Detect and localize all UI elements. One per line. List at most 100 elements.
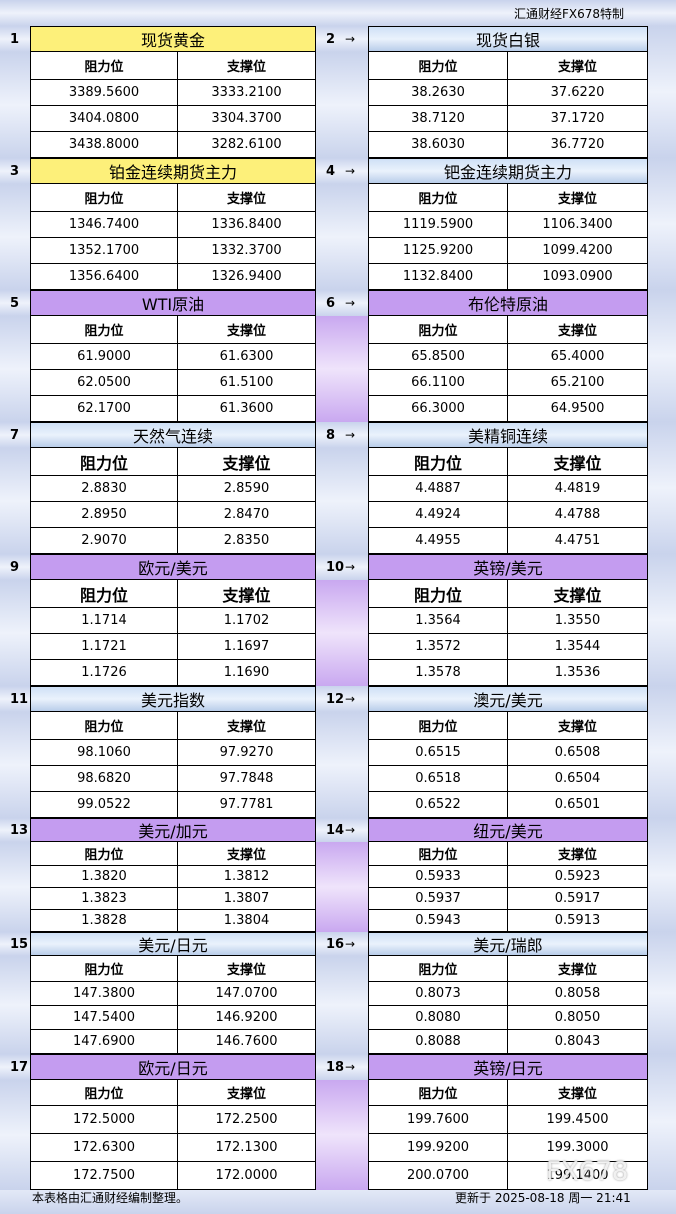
support-value: 4.4788 [508, 502, 648, 528]
panel-index: 12 [316, 686, 368, 712]
support-value: 1.3536 [508, 660, 648, 686]
resistance-value: 200.0700 [368, 1162, 508, 1190]
support-value: 0.5923 [508, 866, 648, 888]
middle-strip [316, 712, 368, 818]
panel-index: 15 [0, 932, 30, 956]
column-header: 阻力位 [30, 1080, 178, 1106]
support-value: 97.7781 [178, 792, 316, 818]
support-value: 4.4819 [508, 476, 648, 502]
support-value: 64.9500 [508, 396, 648, 422]
resistance-value: 1119.5900 [368, 212, 508, 238]
resistance-value: 2.8950 [30, 502, 178, 528]
resistance-value: 172.5000 [30, 1106, 178, 1134]
resistance-value: 199.9200 [368, 1134, 508, 1162]
panel-index: 17 [0, 1054, 30, 1080]
support-value: 1326.9400 [178, 264, 316, 290]
arrow: → [344, 823, 356, 837]
resistance-value: 2.9070 [30, 528, 178, 554]
panel-index: 3 [0, 158, 30, 184]
panel-title: 英镑/日元 [368, 1054, 648, 1080]
support-value: 0.6501 [508, 792, 648, 818]
column-header: 阻力位 [30, 956, 178, 982]
column-header: 阻力位 [368, 52, 508, 80]
middle-strip [316, 316, 368, 422]
resistance-value: 172.7500 [30, 1162, 178, 1190]
arrow: → [344, 296, 356, 310]
support-value: 199.3000 [508, 1134, 648, 1162]
support-value: 172.2500 [178, 1106, 316, 1134]
panel-index: 8 [316, 422, 368, 448]
middle-strip [316, 448, 368, 554]
resistance-value: 147.5400 [30, 1006, 178, 1030]
middle-strip [316, 184, 368, 290]
panel-index: 2 [316, 26, 368, 52]
support-value: 1106.3400 [508, 212, 648, 238]
panel-index: 1 [0, 26, 30, 52]
right-strip [648, 1054, 676, 1190]
panel-title: 现货黄金 [30, 26, 316, 52]
support-value: 61.3600 [178, 396, 316, 422]
column-header: 支撑位 [178, 448, 316, 476]
column-header: 阻力位 [368, 712, 508, 740]
resistance-value: 1132.8400 [368, 264, 508, 290]
column-header: 阻力位 [30, 184, 178, 212]
footer-updated: 更新于 2025-08-18 周一 21:41 [455, 1190, 631, 1205]
panel-title: 美精铜连续 [368, 422, 648, 448]
arrow: → [344, 428, 356, 442]
column-header: 支撑位 [508, 184, 648, 212]
right-strip [648, 290, 676, 422]
header-title: 汇通财经FX678特制 [0, 0, 676, 26]
column-header: 支撑位 [178, 712, 316, 740]
support-value: 61.6300 [178, 344, 316, 370]
panel-title: 美元/日元 [30, 932, 316, 956]
resistance-value: 1346.7400 [30, 212, 178, 238]
resistance-value: 1356.6400 [30, 264, 178, 290]
panel-title: 英镑/美元 [368, 554, 648, 580]
support-value: 0.6504 [508, 766, 648, 792]
resistance-value: 0.8080 [368, 1006, 508, 1030]
watermark: FX678 [546, 1157, 629, 1187]
resistance-value: 38.2630 [368, 80, 508, 106]
panel-title: 欧元/美元 [30, 554, 316, 580]
resistance-value: 38.6030 [368, 132, 508, 158]
resistance-value: 147.6900 [30, 1030, 178, 1054]
left-strip [0, 842, 30, 932]
panel-index: 16 [316, 932, 368, 956]
support-value: 1.3812 [178, 866, 316, 888]
footer-note: 本表格由汇通财经编制整理。 [32, 1190, 189, 1205]
panel-title: 现货白银 [368, 26, 648, 52]
panel-title: 欧元/日元 [30, 1054, 316, 1080]
support-value: 1.1690 [178, 660, 316, 686]
resistance-value: 1.1726 [30, 660, 178, 686]
resistance-value: 3389.5600 [30, 80, 178, 106]
left-strip [0, 580, 30, 686]
panel-title: 天然气连续 [30, 422, 316, 448]
support-value: 37.6220 [508, 80, 648, 106]
panel-index: 13 [0, 818, 30, 842]
resistance-value: 4.4924 [368, 502, 508, 528]
right-strip [648, 686, 676, 818]
panel-title: 美元/加元 [30, 818, 316, 842]
support-value: 199.1400 [508, 1162, 648, 1190]
support-value: 147.0700 [178, 982, 316, 1006]
support-value: 1.3550 [508, 608, 648, 634]
column-header: 支撑位 [178, 842, 316, 866]
column-header: 支撑位 [178, 956, 316, 982]
support-value: 2.8590 [178, 476, 316, 502]
resistance-value: 1.3828 [30, 910, 178, 932]
resistance-value: 62.1700 [30, 396, 178, 422]
panel-title: 纽元/美元 [368, 818, 648, 842]
support-value: 97.9270 [178, 740, 316, 766]
resistance-value: 4.4887 [368, 476, 508, 502]
column-header: 阻力位 [368, 184, 508, 212]
resistance-value: 1125.9200 [368, 238, 508, 264]
column-header: 支撑位 [178, 52, 316, 80]
resistance-value: 0.5943 [368, 910, 508, 932]
right-strip [648, 158, 676, 290]
right-strip [648, 422, 676, 554]
support-value: 65.4000 [508, 344, 648, 370]
support-value: 1.3544 [508, 634, 648, 660]
right-strip [648, 818, 676, 932]
panel-index: 14 [316, 818, 368, 842]
column-header: 支撑位 [508, 448, 648, 476]
